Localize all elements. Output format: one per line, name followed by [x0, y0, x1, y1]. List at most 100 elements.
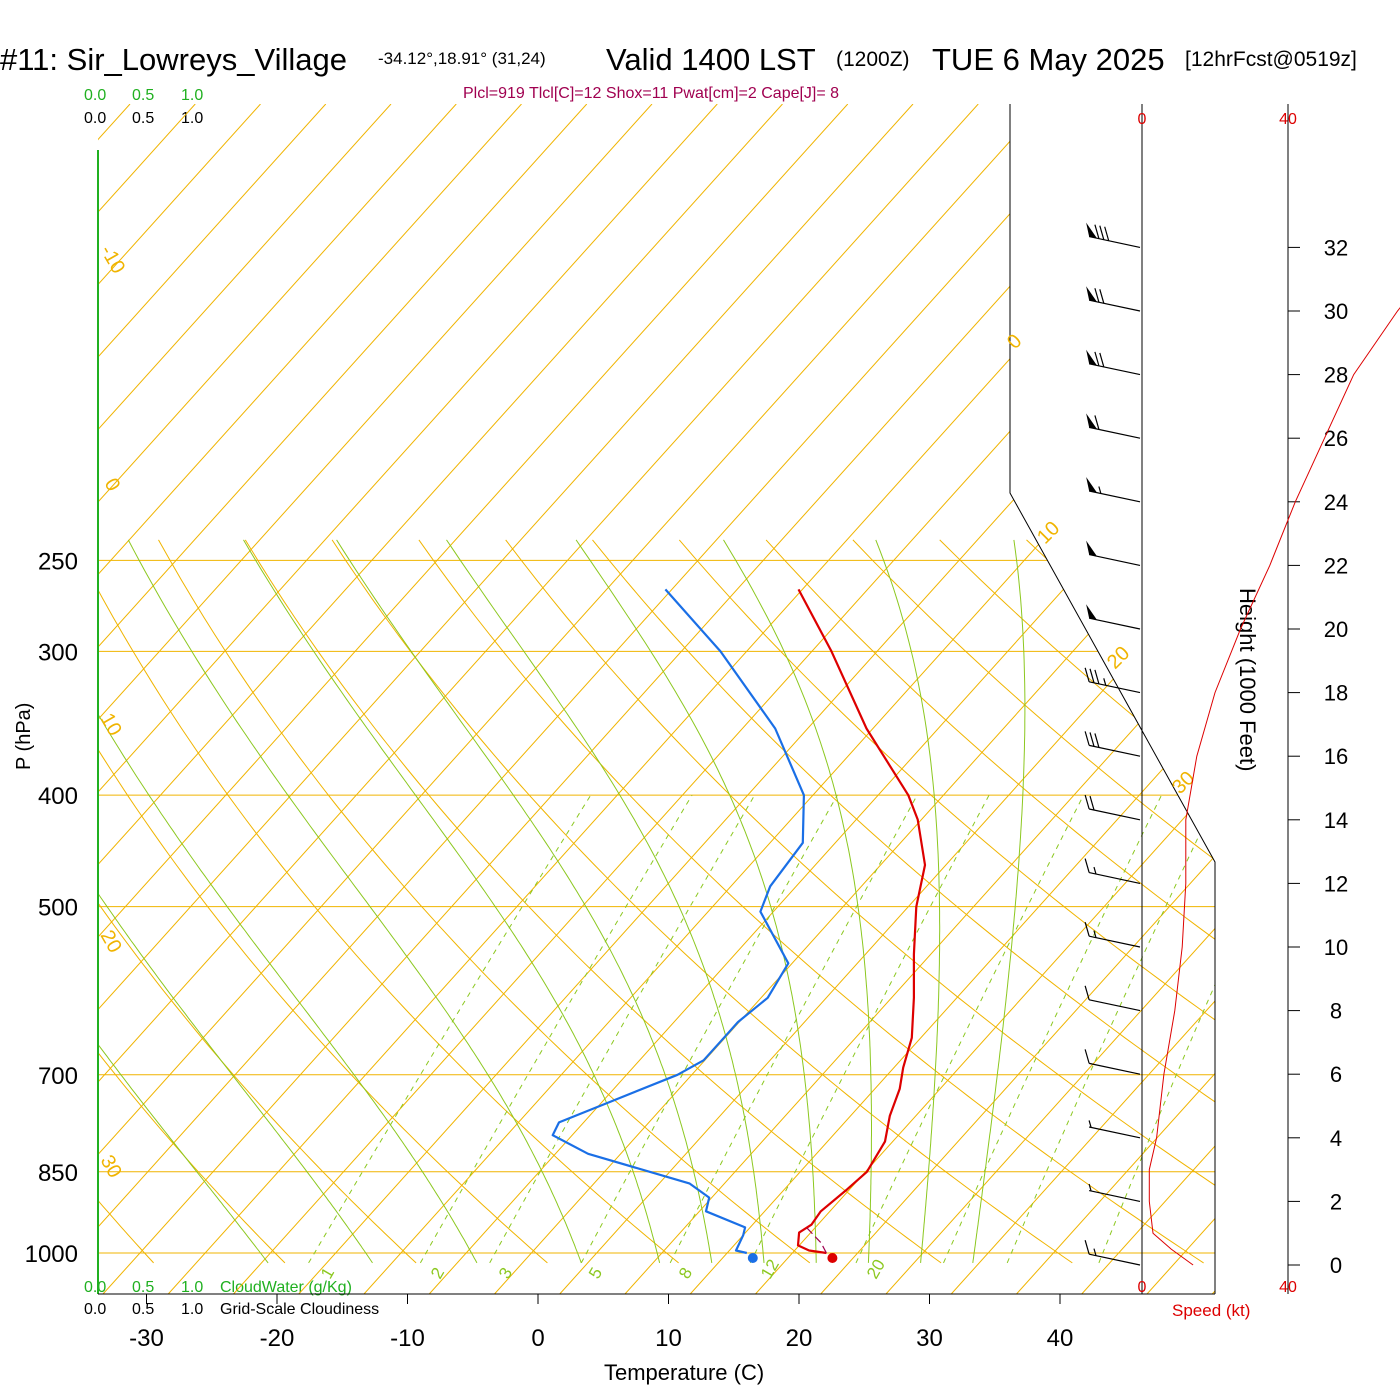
isotherm-label: 0: [100, 475, 125, 496]
wind-barb: [1086, 476, 1141, 503]
height-tick-label: 22: [1324, 553, 1348, 578]
wind-barb: [1084, 667, 1141, 694]
x-axis-label: Temperature (C): [604, 1360, 764, 1385]
wind-barb: [1084, 922, 1141, 948]
isotherm-line: [98, 104, 327, 1294]
mixing-ratio-line: [1098, 794, 1215, 1264]
wind-barb: [1086, 286, 1141, 312]
isotherm-line: [98, 104, 979, 1294]
speed-tick-label: 0: [1138, 111, 1147, 128]
cloud-water-label: CloudWater (g/Kg): [220, 1279, 352, 1296]
isotherm-line: [98, 104, 522, 1294]
dry-adiabat: [1026, 539, 1215, 1264]
dry-adiabat: [158, 539, 811, 1264]
mixing-ratio-label: 2: [427, 1264, 448, 1282]
dry-adiabat: [505, 539, 1215, 1264]
dry-adiabat: [0, 540, 22, 1263]
height-tick-label: 18: [1324, 681, 1348, 706]
pressure-tick-label: 300: [38, 639, 78, 666]
height-tick-label: 14: [1324, 808, 1348, 833]
isotherm-line: [363, 104, 1215, 1294]
wind-barb: [1088, 1120, 1141, 1139]
height-tick-label: 8: [1330, 999, 1342, 1024]
series-temperature: [796, 588, 927, 1255]
isotherm-line: [98, 104, 131, 1294]
mixing-ratio-label: 3: [495, 1264, 516, 1282]
surface-dewpoint-dot: [747, 1253, 758, 1263]
dry-adiabat: [98, 539, 417, 1264]
height-tick-label: 26: [1324, 426, 1348, 451]
series-dewpoint: [551, 588, 806, 1255]
mixing-ratio-line: [669, 794, 918, 1264]
cloud-scale-bottom-green-2: 1.0: [181, 1279, 203, 1296]
dry-adiabat: [1287, 540, 1400, 1263]
isotherm-line: [494, 104, 1215, 1294]
isotherm-line: [233, 104, 1215, 1294]
height-tick-label: 30: [1324, 299, 1348, 324]
dry-adiabat: [98, 539, 286, 1264]
valid-date: TUE 6 May 2025: [932, 42, 1165, 77]
cloud-scale-top-black-1: 0.5: [132, 110, 154, 127]
mixing-ratio-line: [489, 794, 756, 1264]
valid-zulu: (1200Z): [836, 48, 910, 71]
cloud-scale-bottom-black-1: 0.5: [132, 1301, 154, 1318]
isotherm-label: -10: [96, 242, 130, 278]
isotherm-line: [98, 104, 457, 1294]
moist-adiabat: [723, 539, 872, 1263]
isotherm-line: [559, 104, 1215, 1294]
isotherm-line: [98, 104, 783, 1294]
moist-adiabat: [127, 539, 582, 1264]
wind-barb: [1086, 222, 1141, 248]
wind-barb: [1084, 731, 1141, 757]
cloud-scale-top-green-2: 1.0: [181, 87, 203, 104]
pressure-tick-label: 250: [38, 548, 78, 575]
moist-adiabat: [875, 539, 941, 1263]
cloud-scale-bottom-green-0: 0.0: [84, 1279, 106, 1296]
dry-adiabat: [852, 539, 1215, 1264]
isotherm-line: [98, 104, 849, 1294]
mixing-ratio-line: [749, 794, 990, 1264]
dry-adiabat: [244, 539, 942, 1264]
isotherm-line: [298, 104, 1215, 1294]
dry-adiabat: [1374, 540, 1400, 1263]
temp-tick-label: 10: [655, 1325, 682, 1352]
moist-adiabat: [98, 539, 269, 1264]
station-title: #11: Sir_Lowreys_Village: [0, 42, 347, 77]
temp-tick-label: 0: [531, 1325, 544, 1352]
height-tick-label: 32: [1324, 235, 1348, 260]
moist-adiabat: [98, 539, 478, 1264]
moist-adiabat: [243, 539, 661, 1264]
isotherm-line: [98, 104, 914, 1294]
height-tick-label: 28: [1324, 363, 1348, 388]
height-axis-label: Height (1000 Feet): [1235, 588, 1260, 771]
isotherm-label: 30: [96, 1152, 126, 1182]
isotherm-line: [98, 104, 1110, 1294]
cloud-scale-top-green-1: 0.5: [132, 87, 154, 104]
temp-tick-label: -10: [390, 1325, 425, 1352]
dry-adiabat: [331, 539, 1073, 1264]
isotherm-line: [98, 104, 392, 1294]
wind-barb: [1086, 540, 1141, 566]
pressure-tick-label: 500: [38, 895, 78, 922]
dry-adiabat: [418, 539, 1204, 1264]
height-tick-label: 12: [1324, 871, 1348, 896]
surface-temperature-dot: [827, 1253, 838, 1263]
wind-barb: [1084, 985, 1141, 1012]
wind-barb: [1086, 413, 1141, 439]
cloud-scale-bottom-black-2: 1.0: [181, 1301, 203, 1318]
mixing-ratio-label: 8: [675, 1264, 696, 1282]
temp-tick-label: 40: [1047, 1325, 1074, 1352]
moist-adiabat: [336, 539, 713, 1263]
height-tick-label: 2: [1330, 1189, 1342, 1214]
cloud-scale-top-black-0: 0.0: [84, 110, 106, 127]
mixing-ratio-line: [580, 794, 838, 1264]
isotherm-line: [98, 104, 653, 1294]
isotherm-line: [689, 104, 1215, 1294]
dry-adiabat: [592, 539, 1215, 1264]
mixing-ratio-label: 20: [863, 1256, 889, 1282]
cloudiness-label: Grid-Scale Cloudiness: [220, 1301, 379, 1318]
series-parcel: [805, 1226, 827, 1254]
station-coords: -34.12°,18.91° (31,24): [378, 49, 546, 68]
